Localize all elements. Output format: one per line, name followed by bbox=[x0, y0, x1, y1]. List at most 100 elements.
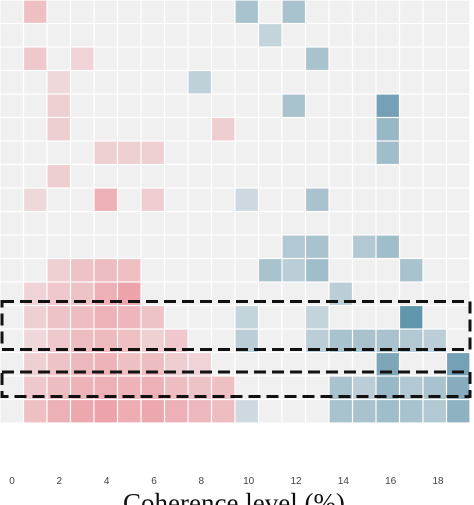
heatmap-cell bbox=[447, 259, 470, 282]
heatmap-cell bbox=[329, 353, 352, 376]
heatmap-cell bbox=[259, 165, 282, 188]
heatmap-cell bbox=[94, 353, 117, 376]
heatmap-cell bbox=[282, 0, 305, 23]
heatmap-cell bbox=[329, 118, 352, 141]
heatmap-cell bbox=[188, 71, 211, 94]
heatmap-cell bbox=[212, 94, 235, 117]
heatmap-cell bbox=[165, 235, 188, 258]
heatmap-cell bbox=[47, 165, 70, 188]
x-tick-label: 16 bbox=[385, 476, 397, 487]
heatmap-cell bbox=[118, 94, 141, 117]
heatmap-cell bbox=[447, 71, 470, 94]
heatmap-cell bbox=[94, 400, 117, 423]
heatmap-cell bbox=[306, 329, 329, 352]
heatmap-cell bbox=[423, 165, 446, 188]
heatmap-cell bbox=[259, 71, 282, 94]
heatmap-cell bbox=[376, 400, 399, 423]
heatmap-cell bbox=[94, 376, 117, 399]
heatmap-cell bbox=[24, 47, 47, 70]
heatmap-cell bbox=[118, 141, 141, 164]
heatmap-cell bbox=[71, 353, 94, 376]
heatmap-cell bbox=[376, 188, 399, 211]
heatmap-cell bbox=[447, 306, 470, 329]
heatmap-cell bbox=[259, 212, 282, 235]
heatmap-cell bbox=[282, 24, 305, 47]
heatmap-cell bbox=[447, 212, 470, 235]
heatmap-cell bbox=[423, 282, 446, 305]
heatmap-cell bbox=[259, 94, 282, 117]
heatmap-cell bbox=[329, 165, 352, 188]
heatmap-cell bbox=[235, 165, 258, 188]
heatmap-cell bbox=[282, 94, 305, 117]
heatmap-cell bbox=[259, 0, 282, 23]
heatmap-cell bbox=[0, 94, 23, 117]
heatmap-cell bbox=[94, 306, 117, 329]
heatmap-cell bbox=[212, 353, 235, 376]
heatmap-cell bbox=[400, 24, 423, 47]
heatmap-cell bbox=[71, 259, 94, 282]
heatmap-cell bbox=[259, 259, 282, 282]
heatmap-cell bbox=[118, 353, 141, 376]
heatmap-cell bbox=[423, 235, 446, 258]
heatmap-cell bbox=[47, 306, 70, 329]
heatmap-cell bbox=[118, 306, 141, 329]
heatmap-cell bbox=[94, 329, 117, 352]
heatmap-cell bbox=[141, 165, 164, 188]
heatmap-cell bbox=[376, 94, 399, 117]
heatmap-cell bbox=[353, 24, 376, 47]
heatmap-cell bbox=[165, 400, 188, 423]
heatmap-cell bbox=[329, 259, 352, 282]
heatmap-cell bbox=[306, 24, 329, 47]
heatmap-cell bbox=[188, 188, 211, 211]
heatmap-cell bbox=[212, 47, 235, 70]
heatmap-cell bbox=[329, 24, 352, 47]
heatmap-cell bbox=[235, 282, 258, 305]
heatmap-cell bbox=[212, 141, 235, 164]
heatmap-cell bbox=[47, 118, 70, 141]
heatmap-cell bbox=[235, 94, 258, 117]
heatmap-cell bbox=[400, 71, 423, 94]
heatmap-cell bbox=[353, 165, 376, 188]
heatmap-cell bbox=[71, 400, 94, 423]
heatmap-cell bbox=[212, 259, 235, 282]
heatmap-cell bbox=[235, 212, 258, 235]
heatmap-cell bbox=[165, 259, 188, 282]
heatmap-cell bbox=[188, 212, 211, 235]
heatmap-cell bbox=[24, 329, 47, 352]
heatmap-cell bbox=[353, 259, 376, 282]
heatmap-cell bbox=[188, 24, 211, 47]
heatmap-cell bbox=[353, 282, 376, 305]
heatmap-cell bbox=[423, 306, 446, 329]
heatmap-cell bbox=[447, 235, 470, 258]
heatmap-cell bbox=[282, 235, 305, 258]
heatmap-cell bbox=[71, 376, 94, 399]
heatmap-cell bbox=[306, 212, 329, 235]
heatmap-cell bbox=[423, 24, 446, 47]
heatmap-cell bbox=[259, 24, 282, 47]
heatmap-cell bbox=[282, 165, 305, 188]
heatmap-cell bbox=[353, 400, 376, 423]
x-tick-label: 8 bbox=[199, 476, 205, 487]
heatmap-cell bbox=[282, 71, 305, 94]
heatmap-cell bbox=[329, 71, 352, 94]
heatmap-cell bbox=[118, 259, 141, 282]
heatmap-cell bbox=[259, 188, 282, 211]
heatmap-cell bbox=[118, 165, 141, 188]
heatmap-cell bbox=[235, 0, 258, 23]
heatmap-cell bbox=[376, 118, 399, 141]
heatmap-cell bbox=[188, 118, 211, 141]
heatmap-cell bbox=[447, 47, 470, 70]
heatmap-cell bbox=[400, 306, 423, 329]
heatmap-cell bbox=[423, 141, 446, 164]
heatmap-cell bbox=[423, 71, 446, 94]
heatmap-cell bbox=[24, 235, 47, 258]
heatmap-cell bbox=[259, 329, 282, 352]
heatmap-cell bbox=[165, 188, 188, 211]
heatmap-cell bbox=[212, 118, 235, 141]
heatmap-cell bbox=[0, 400, 23, 423]
heatmap-cell bbox=[0, 165, 23, 188]
heatmap-cell bbox=[400, 376, 423, 399]
heatmap-cell bbox=[212, 165, 235, 188]
heatmap-cell bbox=[259, 353, 282, 376]
heatmap-cell bbox=[259, 282, 282, 305]
